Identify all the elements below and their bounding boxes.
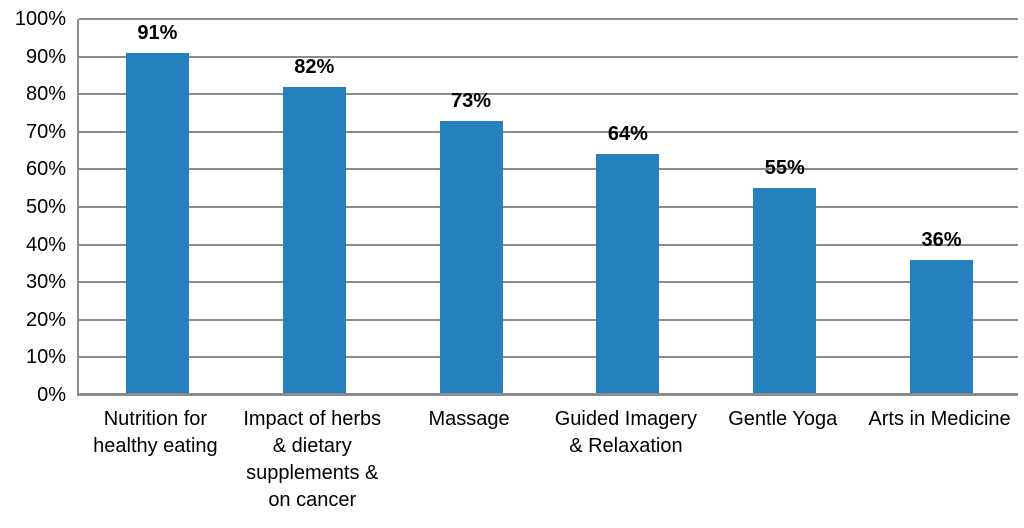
category-label: Massage [428, 408, 510, 430]
category-label: Gentle Yoga [728, 408, 838, 430]
gridline [79, 18, 1018, 20]
bar [282, 86, 346, 395]
bar-value-label: 55% [764, 157, 805, 180]
bar [910, 259, 974, 395]
y-tick-label: 0% [37, 384, 66, 406]
bar [439, 120, 503, 395]
x-label-cell: Guided Imagery & Relaxation [547, 406, 704, 514]
gridline [79, 281, 1018, 284]
y-tick-label: 10% [25, 346, 66, 369]
bar-value-label: 82% [294, 55, 335, 78]
plot-area: 91% 82% 73% 64% 55% 36% [77, 18, 1018, 396]
bar [596, 154, 660, 395]
x-label-cell: Gentle Yoga [704, 406, 861, 514]
category-label: Guided Imagery & Relaxation [554, 408, 698, 457]
x-label-cell: Arts in Medicine [861, 406, 1018, 514]
x-axis-line [77, 393, 1018, 396]
y-tick-label: 30% [25, 271, 66, 294]
category-label: Arts in Medicine [868, 408, 1011, 430]
bars: 91% 82% 73% 64% 55% 36% [79, 19, 1018, 395]
gridline [79, 93, 1018, 96]
gridline [79, 243, 1018, 246]
bar-value-label: 91% [137, 21, 178, 44]
y-tick-label: 70% [25, 120, 66, 143]
x-axis-labels: Nutrition for healthy eating Impact of he… [77, 406, 1018, 514]
gridline [79, 206, 1018, 208]
gridline [79, 318, 1018, 321]
y-tick-label: 40% [25, 233, 66, 256]
y-tick-label: 80% [25, 83, 66, 106]
y-axis: 0% 10% 20% 30% 40% 50% 60% 70% 80% 90% 100% [0, 0, 66, 528]
bar [753, 188, 817, 395]
y-tick-label: 100% [14, 8, 66, 30]
bar-value-label: 64% [607, 123, 648, 146]
y-tick-label: 50% [25, 196, 66, 218]
x-label-cell: Nutrition for healthy eating [77, 406, 234, 514]
category-label: Nutrition for healthy eating [93, 408, 218, 457]
x-label-cell: Impact of herbs & dietary supplements & … [234, 406, 391, 514]
gridline [79, 168, 1018, 171]
y-tick-label: 20% [25, 308, 66, 331]
gridlines [79, 18, 1018, 395]
category-label: Impact of herbs & dietary supplements & … [243, 408, 382, 511]
gridline [79, 130, 1018, 133]
gridline [79, 356, 1018, 359]
gridline [79, 55, 1018, 58]
bar-value-label: 36% [921, 228, 962, 251]
bar [125, 52, 189, 395]
y-tick-label: 90% [25, 45, 66, 68]
x-label-cell: Massage [391, 406, 548, 514]
y-tick-label: 60% [25, 158, 66, 181]
bar-value-label: 73% [451, 89, 492, 112]
